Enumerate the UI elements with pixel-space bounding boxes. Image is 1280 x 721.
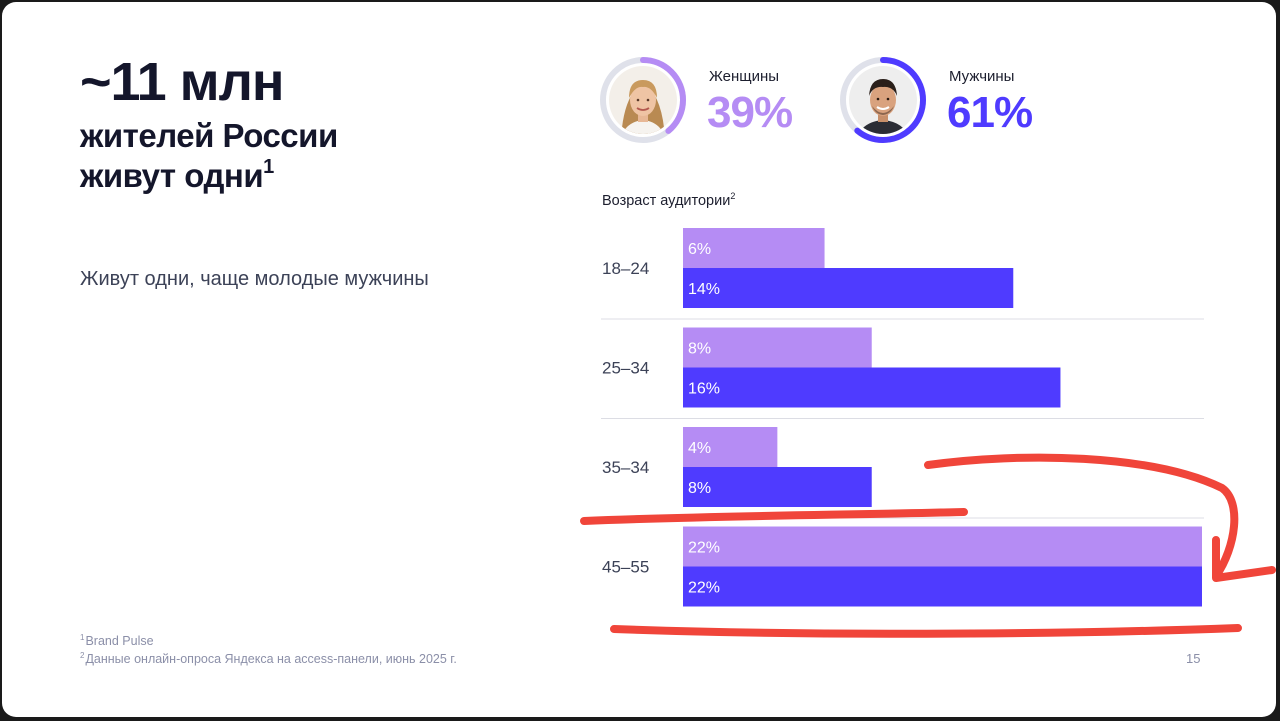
category-label: 18–24 — [602, 259, 649, 278]
category-label: 35–34 — [602, 458, 649, 477]
bar-female — [683, 327, 872, 368]
bar-value-label: 22% — [688, 540, 720, 557]
bar-value-label: 14% — [688, 281, 720, 298]
bar-value-label: 8% — [688, 341, 711, 358]
bar-value-label: 8% — [688, 480, 711, 497]
footnote-ref-2: 2 — [730, 191, 736, 201]
man-avatar-icon — [839, 56, 927, 144]
bar-male — [683, 467, 872, 507]
tagline: Живут одни, чаще молодые мужчины — [80, 268, 429, 290]
headline-line-1: жителей России — [80, 117, 338, 154]
footnote-ref-1: 1 — [263, 156, 274, 178]
headline-subtitle: жителей России живут одни1 — [80, 116, 338, 196]
female-share-ring — [600, 57, 686, 143]
headline-number: ~11 млн — [80, 52, 284, 112]
bar-female — [683, 427, 778, 467]
male-label: Мужчины — [949, 68, 1015, 85]
headline-line-2: живут одни — [80, 157, 264, 194]
male-percent: 61% — [947, 88, 1033, 137]
woman-avatar-icon — [599, 56, 687, 144]
bar-female — [683, 526, 1202, 567]
male-stat: Мужчины 61% — [839, 56, 1059, 146]
footnote-1: 1Brand Pulse — [80, 633, 154, 649]
bar-value-label: 4% — [688, 440, 711, 457]
bar-value-label: 6% — [688, 241, 711, 258]
bar-value-label: 16% — [688, 381, 720, 398]
chart-title: Возраст аудитории2 — [602, 191, 736, 210]
bar-male — [683, 367, 1061, 408]
page-number: 15 — [1186, 651, 1201, 666]
footnote-2: 2Данные онлайн-опроса Яндекса на access-… — [80, 651, 457, 667]
bar-male — [683, 268, 1014, 308]
female-label: Женщины — [709, 68, 780, 85]
male-share-ring — [840, 57, 926, 143]
bar-female — [683, 228, 825, 268]
chart-title-text: Возраст аудитории — [602, 193, 731, 209]
bar-male — [683, 566, 1202, 607]
female-stat: Женщины 39% — [599, 56, 819, 146]
category-label: 45–55 — [602, 558, 649, 577]
bar-value-label: 22% — [688, 580, 720, 597]
female-percent: 39% — [707, 88, 793, 137]
category-label: 25–34 — [602, 359, 649, 378]
footnotes: 1Brand Pulse 2Данные онлайн-опроса Яндек… — [80, 632, 457, 668]
